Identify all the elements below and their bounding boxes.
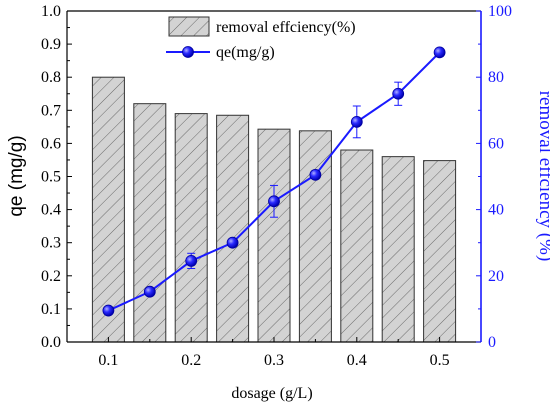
bar-8 — [423, 160, 457, 343]
y-tick-label-left: 0.0 — [41, 334, 61, 351]
bar-4 — [257, 128, 291, 343]
x-tick-label: 0.2 — [181, 352, 201, 369]
y-tick-label-left: 0.6 — [41, 135, 61, 152]
y-tick-label-left: 0.9 — [41, 36, 61, 53]
data-point-0 — [102, 304, 115, 317]
bar-2 — [174, 113, 208, 343]
line-layer — [102, 46, 446, 317]
bar-0 — [91, 76, 125, 343]
y-tick-label-right: 80 — [488, 69, 504, 86]
bars-layer — [91, 76, 457, 343]
y-tick-label-left: 0.4 — [41, 202, 61, 219]
bar-7 — [381, 156, 415, 343]
bar-6 — [340, 149, 374, 343]
x-tick-label: 0.5 — [430, 352, 450, 369]
data-point-8 — [433, 46, 446, 59]
data-point-7 — [392, 87, 405, 100]
y-tick-label-right: 20 — [488, 268, 504, 285]
data-point-5 — [309, 168, 322, 181]
bar-1 — [133, 103, 167, 343]
bar-3 — [216, 114, 250, 343]
y-tick-label-left: 0.5 — [41, 169, 61, 186]
y-tick-label-right: 60 — [488, 135, 504, 152]
data-point-1 — [143, 285, 156, 298]
bar-5 — [298, 130, 332, 343]
y-tick-label-right: 100 — [488, 3, 512, 20]
x-tick-label: 0.4 — [347, 352, 367, 369]
x-tick-label: 0.1 — [98, 352, 118, 369]
data-point-3 — [226, 236, 239, 249]
y-axis-label-right: removal effciency (%) — [535, 91, 550, 262]
y-tick-label-left: 0.8 — [41, 69, 61, 86]
data-point-6 — [350, 115, 363, 128]
x-tick-label: 0.3 — [264, 352, 284, 369]
legend-label-bar: removal effciency(%) — [216, 19, 356, 36]
legend-entry-line: qe(mg/g) — [166, 44, 275, 61]
legend-swatch-bar — [168, 16, 210, 37]
data-point-4 — [268, 195, 280, 208]
y-tick-label-left: 0.1 — [41, 301, 61, 318]
y-tick-label-left: 0.7 — [41, 102, 61, 119]
y-tick-label-right: 0 — [488, 334, 496, 351]
legend-label-line: qe(mg/g) — [216, 44, 275, 61]
legend-swatch-marker — [182, 46, 194, 58]
y-tick-label-left: 0.3 — [41, 235, 61, 252]
axes-layer: 0.0 0.1 0.2 0.3 0.4 0.5 0.6 0.7 0.8 0.9 1.0 0 20 40 60… — [41, 3, 512, 369]
x-axis-label: dosage (g/L) — [231, 385, 312, 402]
legend-entry-bar: removal effciency(%) — [168, 16, 356, 37]
y-axis-label-left: qe (mg/g) — [6, 135, 27, 216]
y-tick-label-right: 40 — [488, 202, 504, 219]
y-tick-label-left: 1.0 — [41, 3, 61, 20]
legend: removal effciency(%) qe(mg/g) — [166, 16, 356, 61]
y-tick-label-left: 0.2 — [41, 268, 61, 285]
data-point-2 — [185, 255, 198, 267]
